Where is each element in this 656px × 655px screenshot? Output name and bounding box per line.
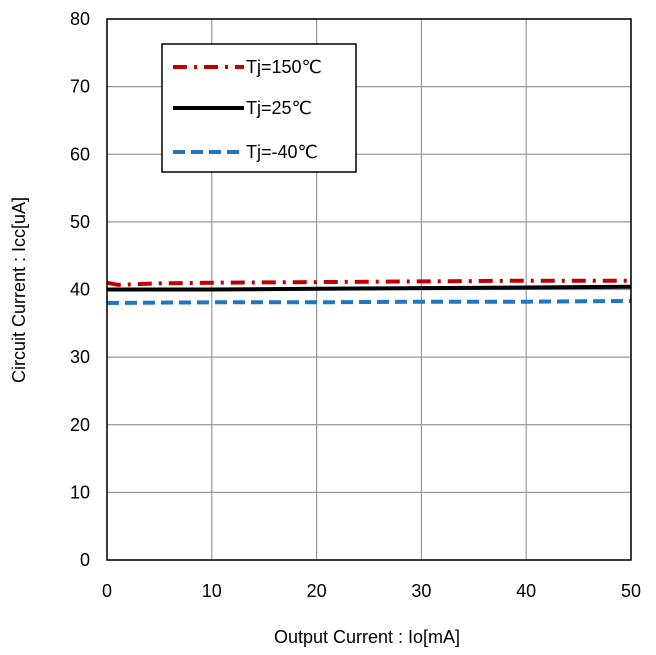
- plot-frame: [106, 18, 632, 561]
- y-tick-label: 70: [70, 77, 90, 97]
- y-tick-label: 10: [70, 482, 90, 502]
- x-tick-label: 30: [411, 581, 431, 601]
- y-tick-label: 50: [70, 212, 90, 232]
- y-tick-label: 40: [70, 280, 90, 300]
- y-tick-label: 0: [80, 550, 90, 570]
- y-tick-label: 80: [70, 9, 90, 29]
- y-tick-label: 60: [70, 144, 90, 164]
- x-tick-labels: 0 10 20 30 40 50: [102, 581, 641, 601]
- series-line-3: [106, 299, 632, 305]
- series-layer: [106, 278, 632, 305]
- legend-label-2: Tj=25℃: [246, 98, 312, 118]
- x-tick-label: 10: [202, 581, 222, 601]
- y-axis-title: Circuit Current : Icc[uA]: [9, 197, 29, 383]
- x-axis-title: Output Current : Io[mA]: [274, 627, 460, 647]
- y-tick-label: 20: [70, 415, 90, 435]
- legend-label-3: Tj=-40℃: [246, 142, 318, 162]
- x-tick-label: 40: [516, 581, 536, 601]
- y-tick-labels: 0 10 20 30 40 50 60 70 80: [70, 9, 90, 570]
- series-line-2: [107, 284, 632, 292]
- legend-label-1: Tj=150℃: [246, 57, 322, 77]
- x-tick-label: 0: [102, 581, 112, 601]
- y-tick-label: 30: [70, 347, 90, 367]
- x-tick-label: 50: [621, 581, 641, 601]
- x-tick-label: 20: [307, 581, 327, 601]
- series-line-1: [106, 278, 631, 287]
- legend: Tj=150℃ Tj=25℃ Tj=-40℃: [161, 43, 357, 173]
